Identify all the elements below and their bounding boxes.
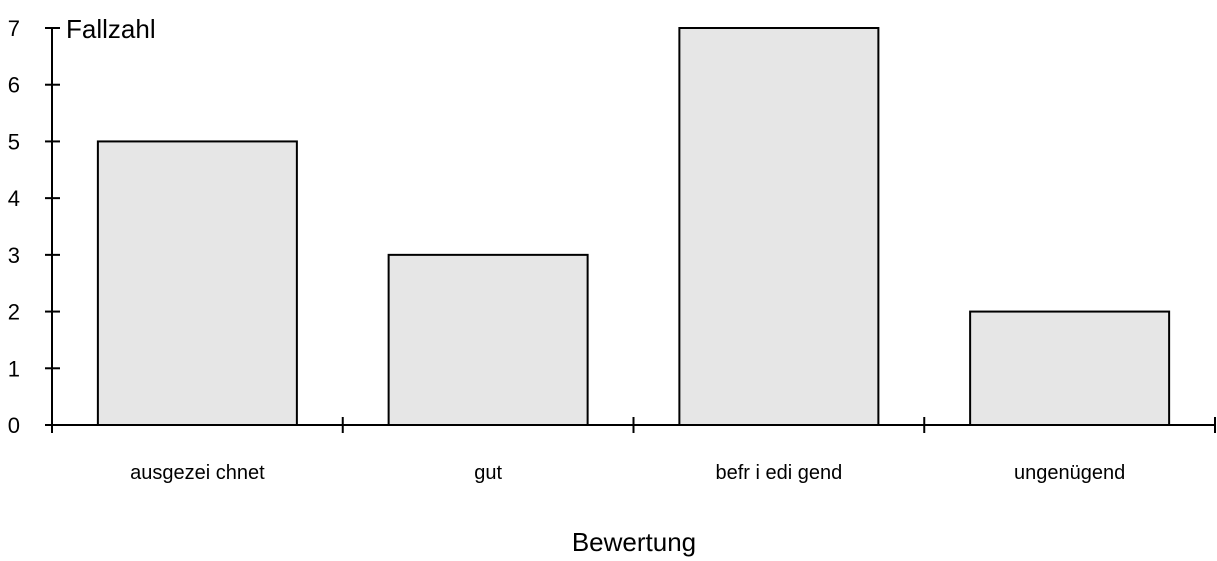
bar-2	[678, 27, 880, 426]
y-tick-label-7: 7	[8, 16, 20, 41]
category-label-3: ungenügend	[1014, 462, 1125, 484]
bars-layer	[96, 27, 1171, 427]
bar-0	[96, 140, 298, 427]
bar-1	[387, 253, 589, 426]
x-axis-title: Bewertung	[572, 527, 696, 557]
y-tick-label-5: 5	[8, 129, 20, 154]
category-label-2: befr i edi gend	[715, 462, 842, 484]
bar-3	[969, 310, 1171, 427]
y-tick-label-0: 0	[8, 413, 20, 438]
y-tick-label-6: 6	[8, 73, 20, 98]
y-ticks: 0 1 2 3 4 5 6 7	[8, 16, 60, 438]
y-tick-label-3: 3	[8, 243, 20, 268]
category-label-1: gut	[474, 462, 502, 484]
y-tick-label-2: 2	[8, 300, 20, 325]
y-tick-label-1: 1	[8, 356, 20, 381]
y-axis-title: Fallzahl	[66, 14, 156, 44]
category-label-0: ausgezei chnet	[130, 462, 265, 484]
category-labels: ausgezei chnet gut befr i edi gend ungenüge…	[130, 462, 1125, 484]
y-tick-label-4: 4	[8, 186, 20, 211]
x-ticks	[51, 417, 1216, 433]
